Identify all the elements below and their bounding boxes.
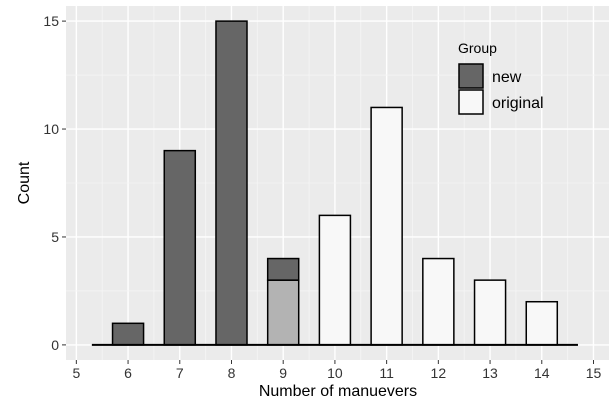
legend-label-new: new	[492, 69, 522, 86]
bar-new-6	[111, 322, 145, 346]
y-tick-label: 5	[51, 229, 59, 245]
x-tick-label: 5	[72, 365, 80, 381]
x-tick-label: 6	[124, 365, 132, 381]
x-tick-label: 14	[534, 365, 550, 381]
bar-original-10	[318, 214, 352, 346]
bar-original-9	[266, 279, 300, 346]
bar-original-11	[370, 106, 403, 346]
legend: Group new original	[458, 40, 544, 115]
bar-new-9	[266, 257, 300, 281]
y-tick-label: 10	[43, 121, 59, 137]
x-tick-label: 9	[279, 365, 287, 381]
legend-label-original: original	[492, 95, 544, 112]
x-tick-label: 11	[379, 365, 394, 381]
y-tick-label: 0	[51, 337, 59, 353]
x-tick-label: 8	[228, 365, 236, 381]
x-tick-label: 15	[586, 365, 602, 381]
bar-original-13	[473, 279, 507, 346]
legend-key-new	[458, 63, 484, 89]
legend-title: Group	[458, 40, 497, 56]
x-tick-label: 12	[431, 365, 447, 381]
x-tick-label: 13	[482, 365, 498, 381]
bar-new-7	[163, 149, 197, 346]
y-axis-title: Count	[16, 161, 33, 204]
x-axis: 5 6 7 8 9 10 11 12 13 14 15	[72, 360, 601, 381]
bar-original-12	[422, 257, 455, 346]
x-axis-title: Number of manuevers	[259, 383, 417, 400]
x-tick-label: 7	[176, 365, 184, 381]
y-tick-label: 15	[43, 13, 59, 29]
bar-new-8	[215, 20, 248, 346]
y-axis: 0 5 10 15	[43, 13, 66, 353]
legend-key-original	[458, 89, 484, 115]
bars	[111, 20, 559, 346]
x-tick-label: 10	[327, 365, 343, 381]
bar-original-14	[525, 300, 559, 346]
